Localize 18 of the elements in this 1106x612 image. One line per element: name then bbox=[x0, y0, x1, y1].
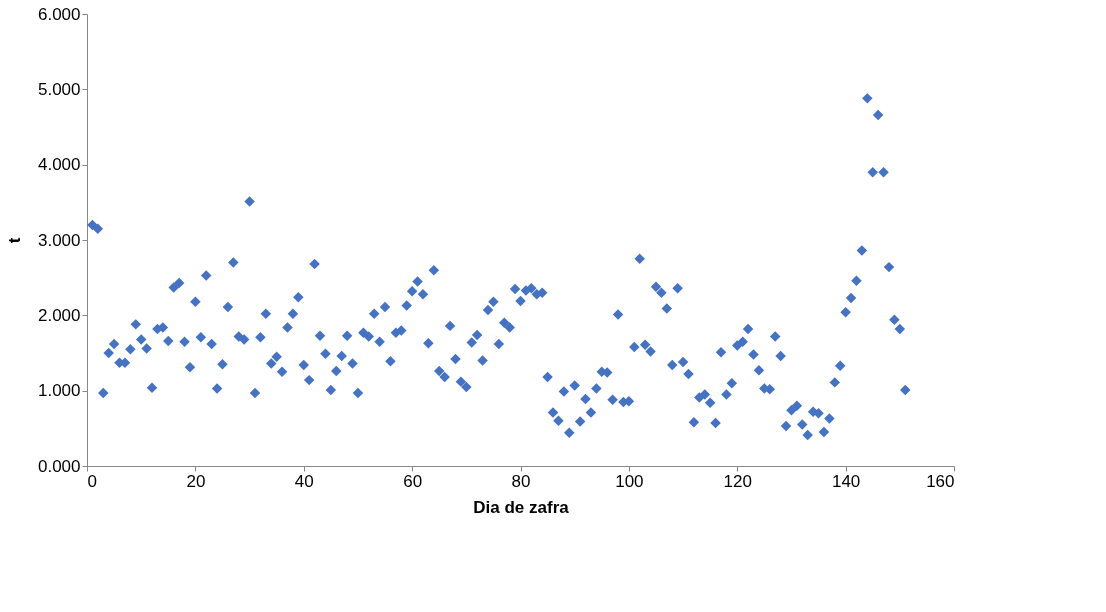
x-tick-label: 60 bbox=[403, 471, 423, 491]
x-axis-title: Dia de zafra bbox=[473, 497, 570, 517]
y-tick-label: 2.000 bbox=[37, 305, 81, 325]
y-tick-label: 0.000 bbox=[37, 456, 81, 476]
x-tick-label: 100 bbox=[615, 471, 644, 491]
y-tick-label: 5.000 bbox=[37, 79, 81, 99]
x-tick-label: 0 bbox=[87, 471, 97, 491]
y-tick-label: 4.000 bbox=[37, 155, 81, 175]
x-tick-label: 120 bbox=[723, 471, 752, 491]
x-tick-label: 20 bbox=[186, 471, 206, 491]
y-tick-label: 6.000 bbox=[37, 4, 81, 24]
x-tick-label: 80 bbox=[511, 471, 531, 491]
x-tick-label: 40 bbox=[294, 471, 314, 491]
y-tick-label: 1.000 bbox=[37, 381, 81, 401]
x-tick-label: 140 bbox=[831, 471, 861, 491]
x-tick-label: 160 bbox=[926, 471, 955, 491]
y-axis-title: t bbox=[4, 237, 24, 244]
y-tick-label: 3.000 bbox=[37, 230, 81, 250]
